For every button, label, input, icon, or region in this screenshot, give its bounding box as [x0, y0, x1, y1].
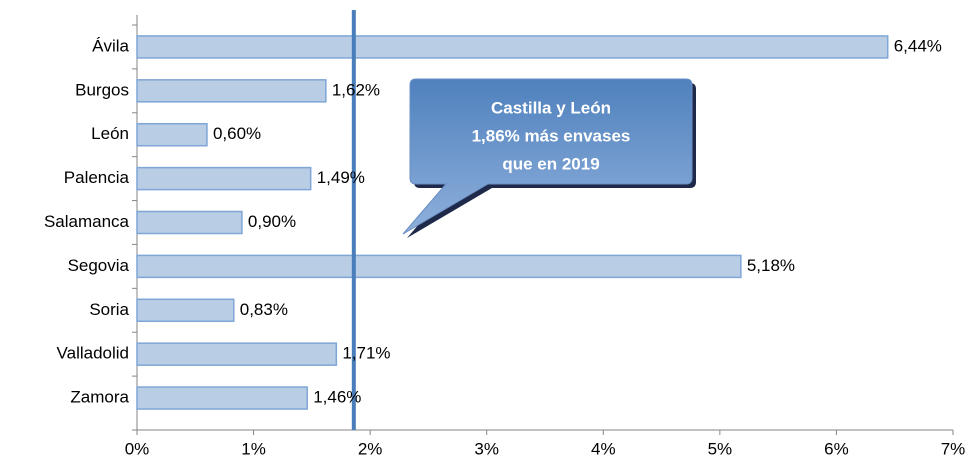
callout-text: Castilla y León [491, 98, 611, 117]
x-tick-label: 4% [591, 439, 616, 458]
callout-text: 1,86% más envases [472, 126, 631, 145]
x-tick-label: 3% [474, 439, 499, 458]
y-tick-label: Zamora [70, 388, 129, 407]
y-tick-label: Burgos [75, 80, 129, 99]
bar [136, 166, 312, 191]
bar [136, 35, 889, 59]
bar [136, 122, 208, 147]
y-tick-label: Valladolid [57, 344, 129, 363]
value-label: 1,46% [313, 388, 361, 407]
bar [136, 342, 338, 366]
x-tick-label: 7% [941, 439, 966, 458]
value-label: 1,62% [332, 80, 380, 99]
callout-box [402, 78, 693, 235]
bar [136, 298, 235, 323]
value-label: 0,83% [240, 300, 288, 319]
x-tick-label: 5% [708, 439, 733, 458]
value-label: 6,44% [894, 36, 942, 55]
x-tick-label: 6% [824, 439, 849, 458]
x-tick-label: 1% [241, 439, 266, 458]
y-tick-label: Soria [89, 300, 129, 319]
x-tick-label: 2% [358, 439, 383, 458]
value-label: 0,90% [248, 212, 296, 231]
y-tick-label: León [91, 124, 129, 143]
value-label: 1,71% [342, 344, 390, 363]
bar [136, 254, 742, 279]
bar [136, 210, 243, 235]
y-tick-label: Palencia [64, 168, 130, 187]
value-label: 5,18% [747, 256, 795, 275]
y-tick-label: Ávila [92, 36, 129, 55]
value-label: 0,60% [213, 124, 261, 143]
y-tick-label: Segovia [68, 256, 130, 275]
bar [136, 386, 308, 410]
y-tick-label: Salamanca [44, 212, 130, 231]
bar [136, 79, 327, 103]
callout-text: que en 2019 [502, 154, 599, 173]
x-tick-label: 0% [125, 439, 150, 458]
value-label: 1,49% [317, 168, 365, 187]
callout: Castilla y León 1,86% más envases que en… [402, 78, 696, 238]
